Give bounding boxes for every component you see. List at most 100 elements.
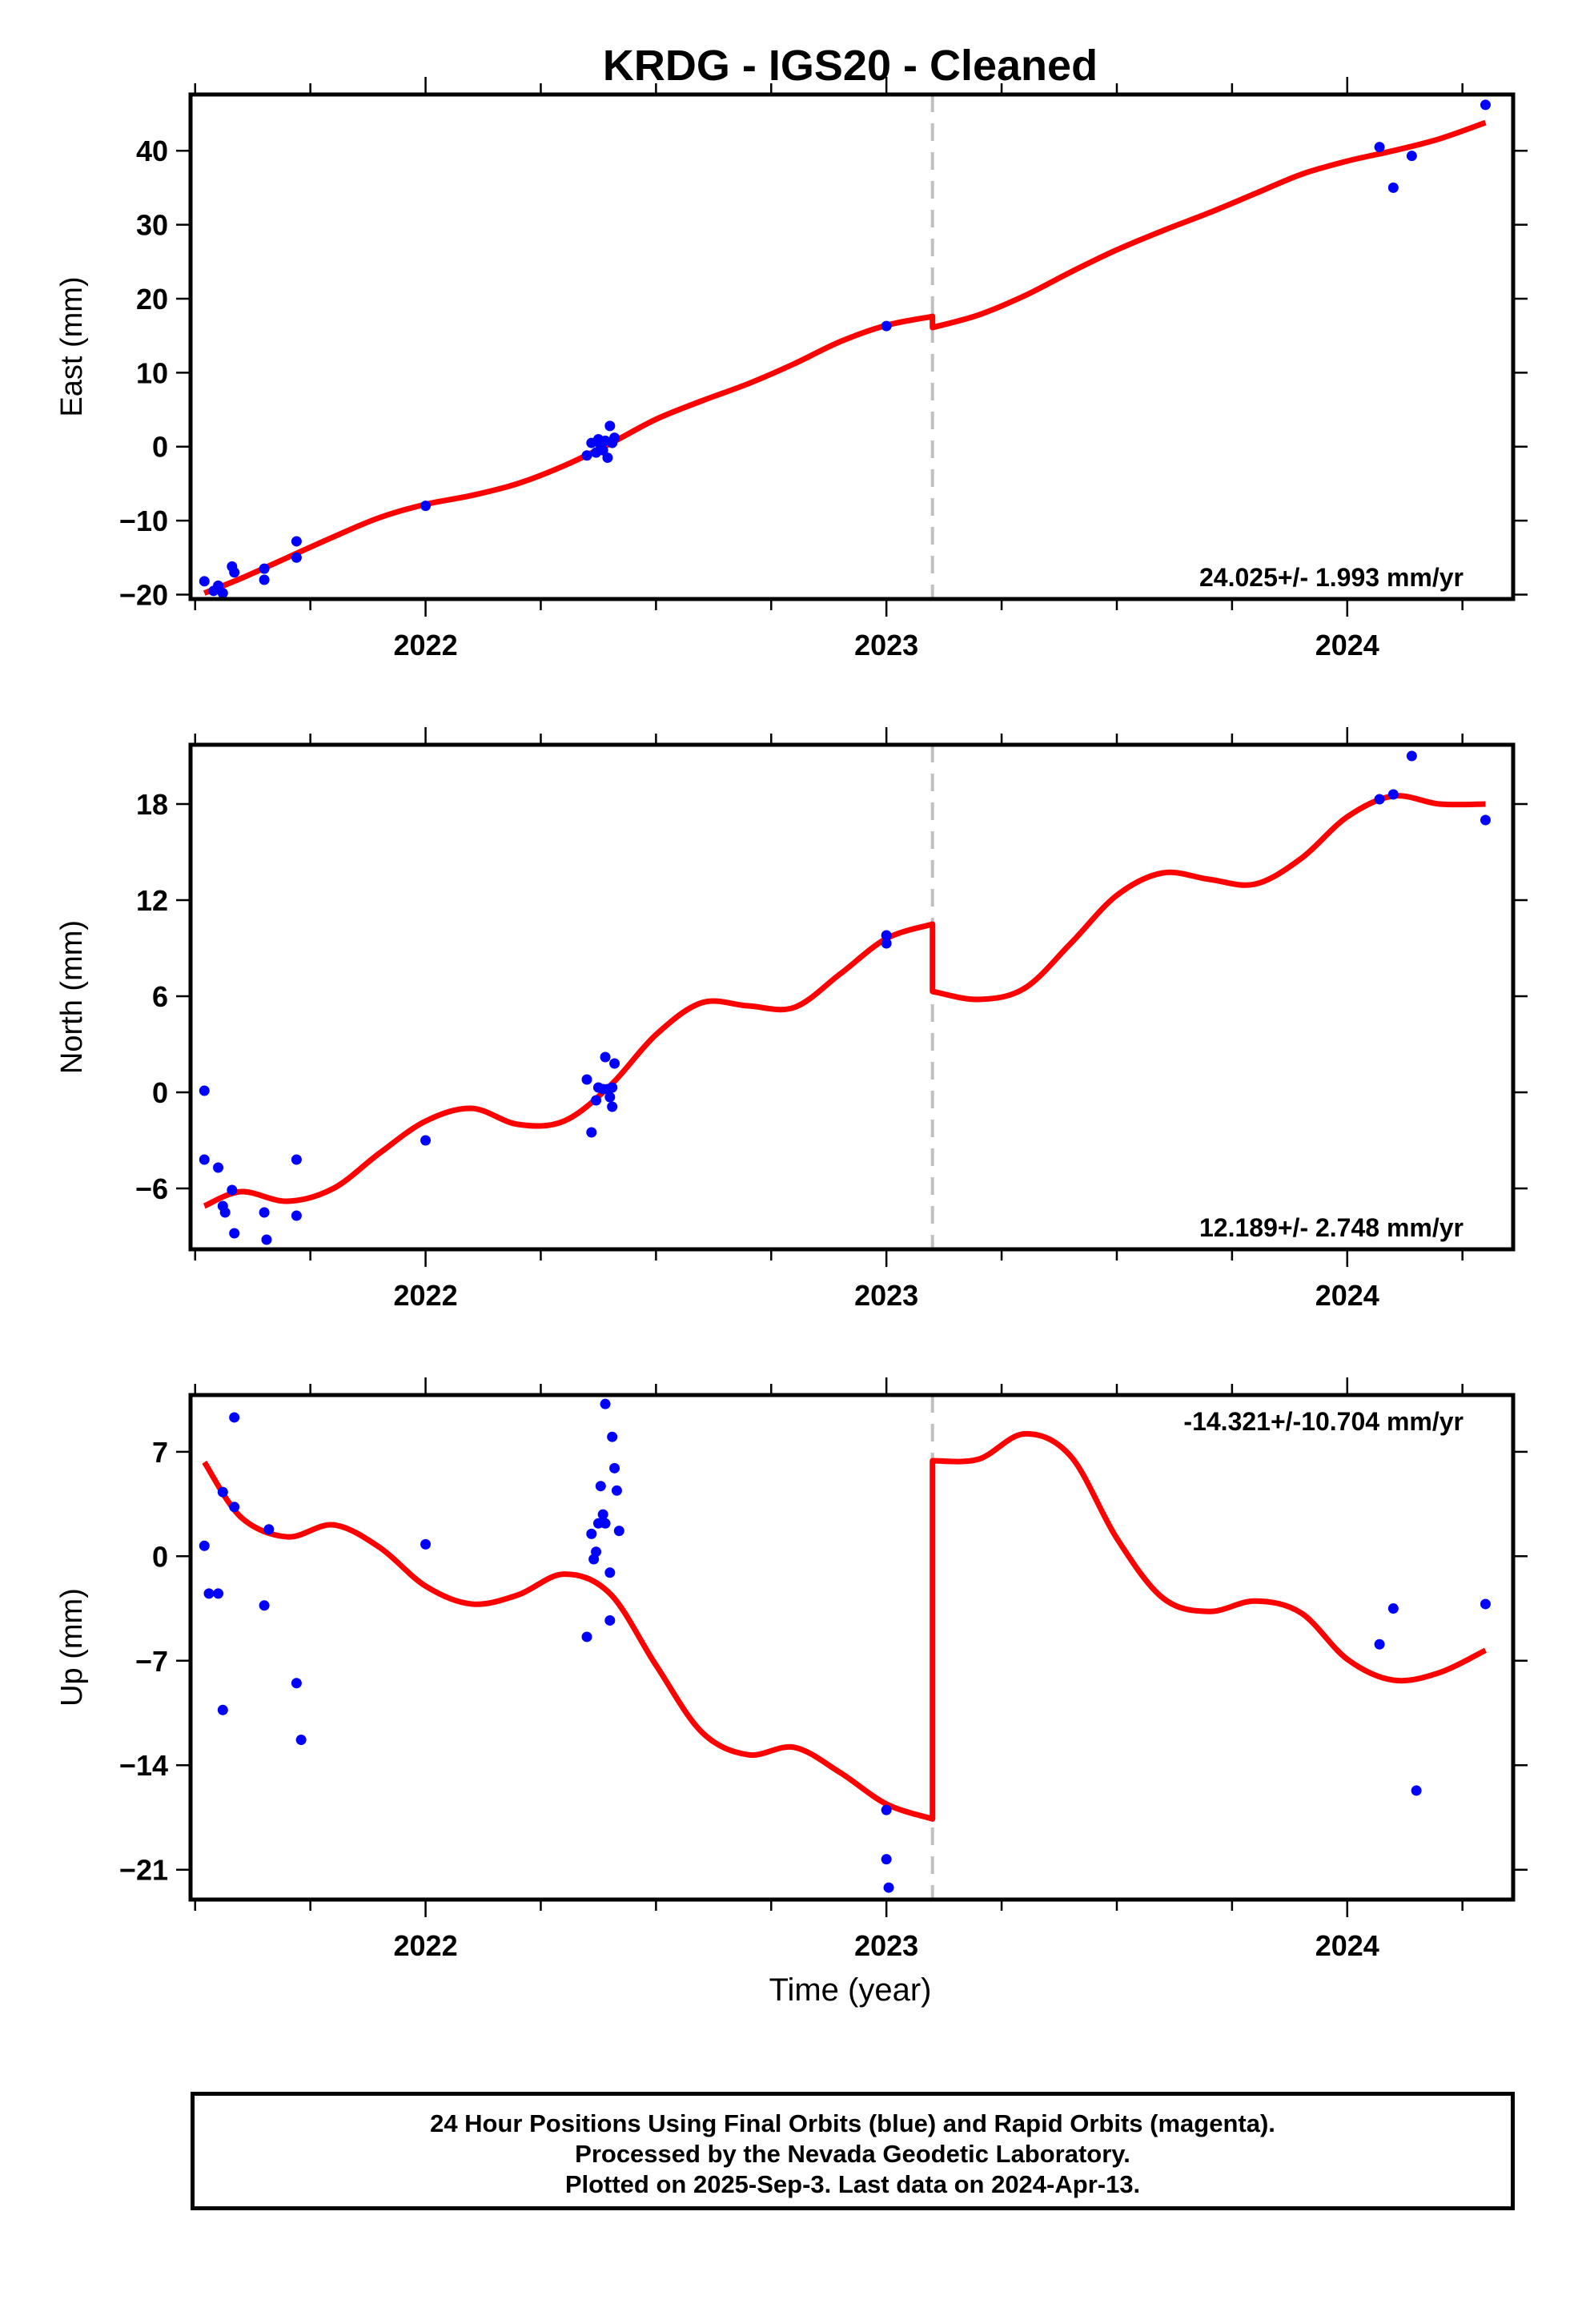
up-data-point [591, 1546, 602, 1558]
up-data-point [883, 1882, 894, 1893]
up-data-point [604, 1614, 616, 1626]
north-data-point [261, 1234, 272, 1245]
panel-north: 2022 2023 2024 −6 0 6 12 18 North (mm) 12.189+/- … [55, 727, 1528, 1312]
up-data-point [1480, 1598, 1491, 1610]
up-x-tick-label: 2024 [1315, 1929, 1379, 1962]
east-data-point [229, 567, 240, 578]
up-data-point [199, 1540, 210, 1551]
east-data-point [1406, 151, 1417, 162]
north-data-point [881, 930, 892, 941]
up-data-point [581, 1631, 592, 1642]
east-data-point [420, 501, 432, 512]
up-plot-frame [188, 1393, 1516, 1902]
footer-line-3: Plotted on 2025-Sep-3. Last data on 2024… [564, 2170, 1141, 2198]
east-data-point [199, 576, 210, 587]
north-y-tick-label: −6 [135, 1172, 168, 1205]
north-data-point [581, 1074, 592, 1085]
up-data-point [609, 1462, 620, 1474]
north-data-point [1374, 794, 1385, 805]
x-axis-label: Time (year) [769, 1972, 932, 2008]
east-y-tick-label: 40 [136, 135, 168, 167]
up-data-point [586, 1528, 597, 1539]
east-y-tick-label: −10 [119, 505, 168, 537]
north-y-axis-label: North (mm) [55, 920, 89, 1074]
east-x-tick-label: 2024 [1315, 629, 1379, 661]
north-data-point [259, 1207, 270, 1218]
up-y-tick-label: 7 [152, 1436, 168, 1469]
north-data-point [591, 1095, 602, 1106]
up-data-point [1387, 1603, 1399, 1614]
up-data-point [597, 1509, 608, 1520]
panel-east: 2022 2023 2024 −20 −10 0 10 20 30 40 East (mm) 24.0… [55, 77, 1528, 661]
east-data-point [1387, 182, 1399, 193]
up-data-point [881, 1854, 892, 1865]
north-data-point [1387, 789, 1399, 800]
north-x-tick-label: 2023 [854, 1279, 918, 1312]
north-fit-curve [203, 793, 1486, 1209]
up-data-point [595, 1481, 606, 1492]
east-data-point [881, 320, 892, 332]
east-data-point [259, 574, 270, 585]
north-data-point [213, 1162, 224, 1173]
up-rate-label: -14.321+/-10.704 mm/yr [1183, 1407, 1464, 1436]
east-data-point [602, 452, 613, 464]
north-data-point [1406, 750, 1417, 762]
up-y-axis-label: Up (mm) [55, 1588, 89, 1707]
up-data-point [213, 1588, 224, 1599]
north-data-point [199, 1154, 210, 1165]
up-data-point [259, 1600, 270, 1611]
north-data-point [586, 1127, 597, 1138]
east-y-tick-label: 20 [136, 283, 168, 316]
up-data-point [1411, 1785, 1422, 1796]
up-data-point [611, 1485, 622, 1496]
up-data-point [263, 1524, 275, 1535]
north-data-point [604, 1092, 616, 1103]
up-x-tick-label: 2023 [854, 1929, 918, 1962]
up-data-point [203, 1588, 215, 1599]
north-data-point [1480, 814, 1491, 826]
east-data-point [1480, 99, 1491, 111]
east-plot-frame [188, 92, 1516, 601]
up-data-point [604, 1567, 616, 1578]
up-fit-curve [202, 1430, 1488, 1822]
east-y-tick-label: −20 [119, 578, 168, 611]
north-y-tick-label: 12 [136, 884, 168, 917]
chart-title: KRDG - IGS20 - Cleaned [603, 42, 1098, 90]
north-data-point [420, 1135, 432, 1146]
up-data-point [600, 1518, 611, 1529]
north-data-point [607, 1082, 618, 1093]
north-data-point [227, 1184, 238, 1196]
up-data-point [607, 1431, 618, 1442]
north-data-point [199, 1085, 210, 1096]
north-data-point [607, 1101, 618, 1112]
north-data-point [219, 1207, 231, 1218]
up-data-point [420, 1538, 432, 1550]
east-x-tick-label: 2022 [394, 629, 458, 661]
north-x-tick-label: 2022 [394, 1279, 458, 1312]
east-data-point [291, 552, 302, 563]
footer-line-2: Processed by the Nevada Geodetic Laborat… [575, 2140, 1130, 2168]
up-y-tick-label: −7 [135, 1645, 168, 1678]
up-data-point [600, 1398, 611, 1409]
up-data-point [881, 1804, 892, 1815]
east-y-tick-label: 10 [136, 356, 168, 389]
north-plot-frame [188, 742, 1516, 1252]
east-y-axis-label: East (mm) [55, 276, 89, 416]
north-data-point [881, 938, 892, 949]
north-rate-label: 12.189+/- 2.748 mm/yr [1199, 1213, 1464, 1242]
north-x-tick-label: 2024 [1315, 1279, 1379, 1312]
up-data-point [1374, 1638, 1385, 1650]
footer-line-1: 24 Hour Positions Using Final Orbits (bl… [430, 2109, 1275, 2137]
east-data-point [1374, 142, 1385, 153]
east-data-point [259, 563, 270, 574]
up-data-point [291, 1678, 302, 1689]
up-y-tick-label: −21 [119, 1854, 168, 1887]
east-y-tick-label: 0 [152, 431, 168, 464]
east-data-point [217, 588, 228, 599]
east-data-point [609, 432, 620, 444]
up-y-tick-label: −14 [119, 1749, 168, 1782]
north-y-tick-label: 6 [152, 980, 168, 1013]
up-data-point [217, 1486, 228, 1498]
up-data-point [229, 1502, 240, 1513]
